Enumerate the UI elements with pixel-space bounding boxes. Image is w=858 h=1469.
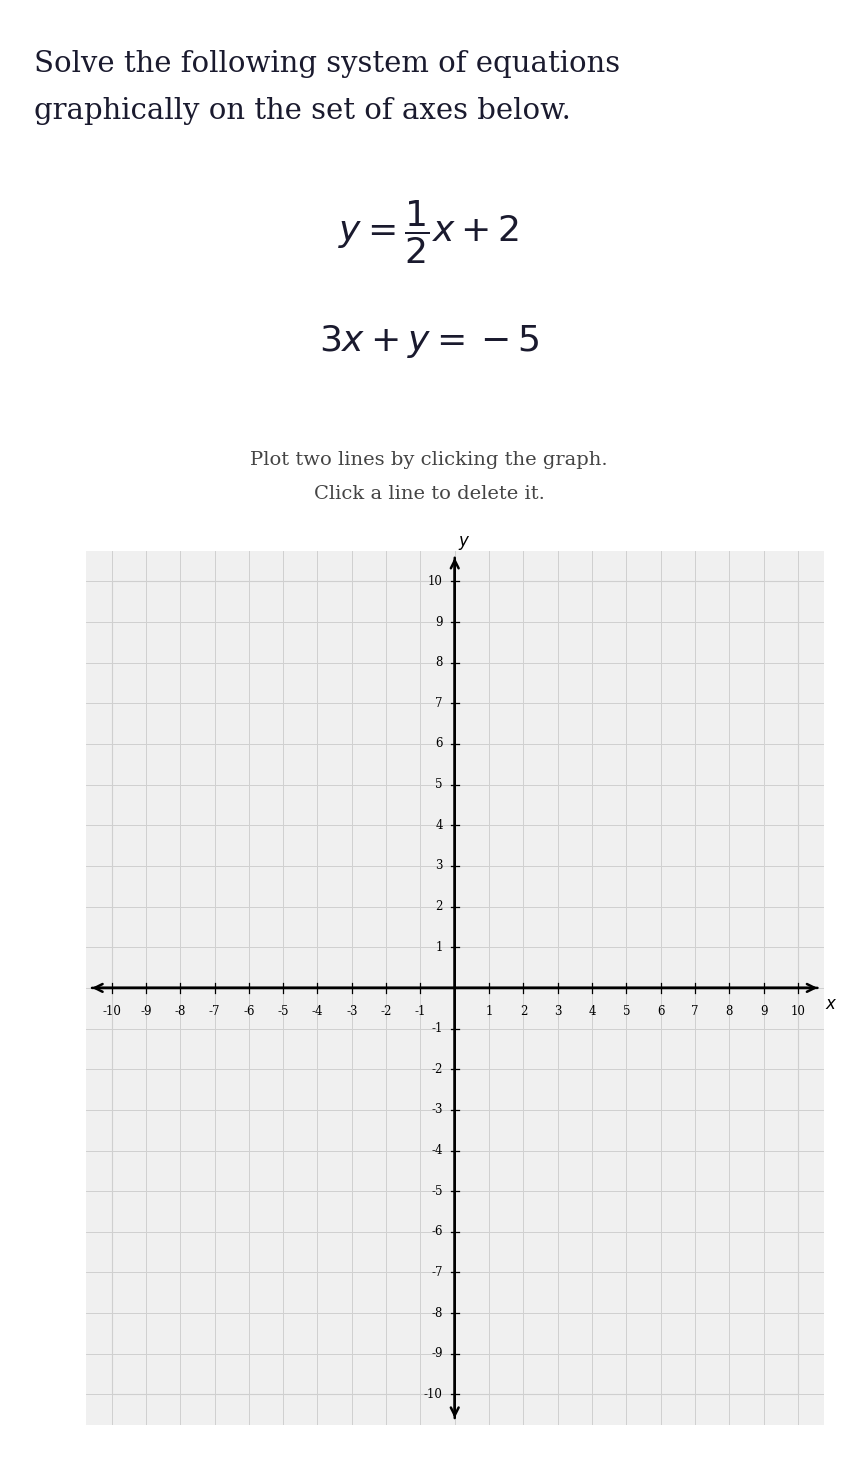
Text: 6: 6 [435,737,443,751]
Text: -10: -10 [424,1388,443,1401]
Text: 8: 8 [726,1005,733,1018]
Text: -1: -1 [414,1005,426,1018]
Text: -3: -3 [432,1103,443,1116]
Text: -4: -4 [311,1005,323,1018]
Text: 3: 3 [435,859,443,873]
Text: -9: -9 [140,1005,152,1018]
Text: -2: -2 [380,1005,392,1018]
Text: 2: 2 [435,900,443,914]
Text: 1: 1 [435,940,443,953]
Text: 7: 7 [692,1005,698,1018]
Text: -2: -2 [432,1062,443,1075]
Text: 2: 2 [520,1005,527,1018]
Text: -1: -1 [432,1022,443,1036]
Text: -9: -9 [432,1347,443,1360]
Text: -10: -10 [102,1005,121,1018]
Text: $x$: $x$ [825,996,837,1012]
Text: 5: 5 [435,779,443,792]
Text: -5: -5 [432,1184,443,1197]
Text: 8: 8 [435,657,443,670]
Text: 10: 10 [428,574,443,588]
Text: $y = \dfrac{1}{2}x + 2$: $y = \dfrac{1}{2}x + 2$ [338,198,520,266]
Text: 7: 7 [435,696,443,710]
Text: 9: 9 [435,616,443,629]
Text: -3: -3 [346,1005,358,1018]
Text: graphically on the set of axes below.: graphically on the set of axes below. [34,97,571,125]
Text: -8: -8 [174,1005,186,1018]
Text: -8: -8 [432,1306,443,1319]
Text: $y$: $y$ [458,535,470,552]
Text: 5: 5 [623,1005,630,1018]
Text: Plot two lines by clicking the graph.: Plot two lines by clicking the graph. [251,451,607,469]
Text: 3: 3 [554,1005,561,1018]
Text: -6: -6 [432,1225,443,1238]
Text: Click a line to delete it.: Click a line to delete it. [313,485,545,502]
Text: 4: 4 [435,818,443,831]
Text: 1: 1 [486,1005,492,1018]
Text: -7: -7 [432,1266,443,1279]
Text: 9: 9 [760,1005,767,1018]
Text: -6: -6 [243,1005,255,1018]
Text: -7: -7 [208,1005,221,1018]
Text: 10: 10 [790,1005,806,1018]
Text: Solve the following system of equations: Solve the following system of equations [34,50,620,78]
Text: 4: 4 [589,1005,595,1018]
Text: -4: -4 [432,1144,443,1158]
Text: $3x + y = -5$: $3x + y = -5$ [318,323,540,360]
Text: -5: -5 [277,1005,289,1018]
Text: 6: 6 [657,1005,664,1018]
